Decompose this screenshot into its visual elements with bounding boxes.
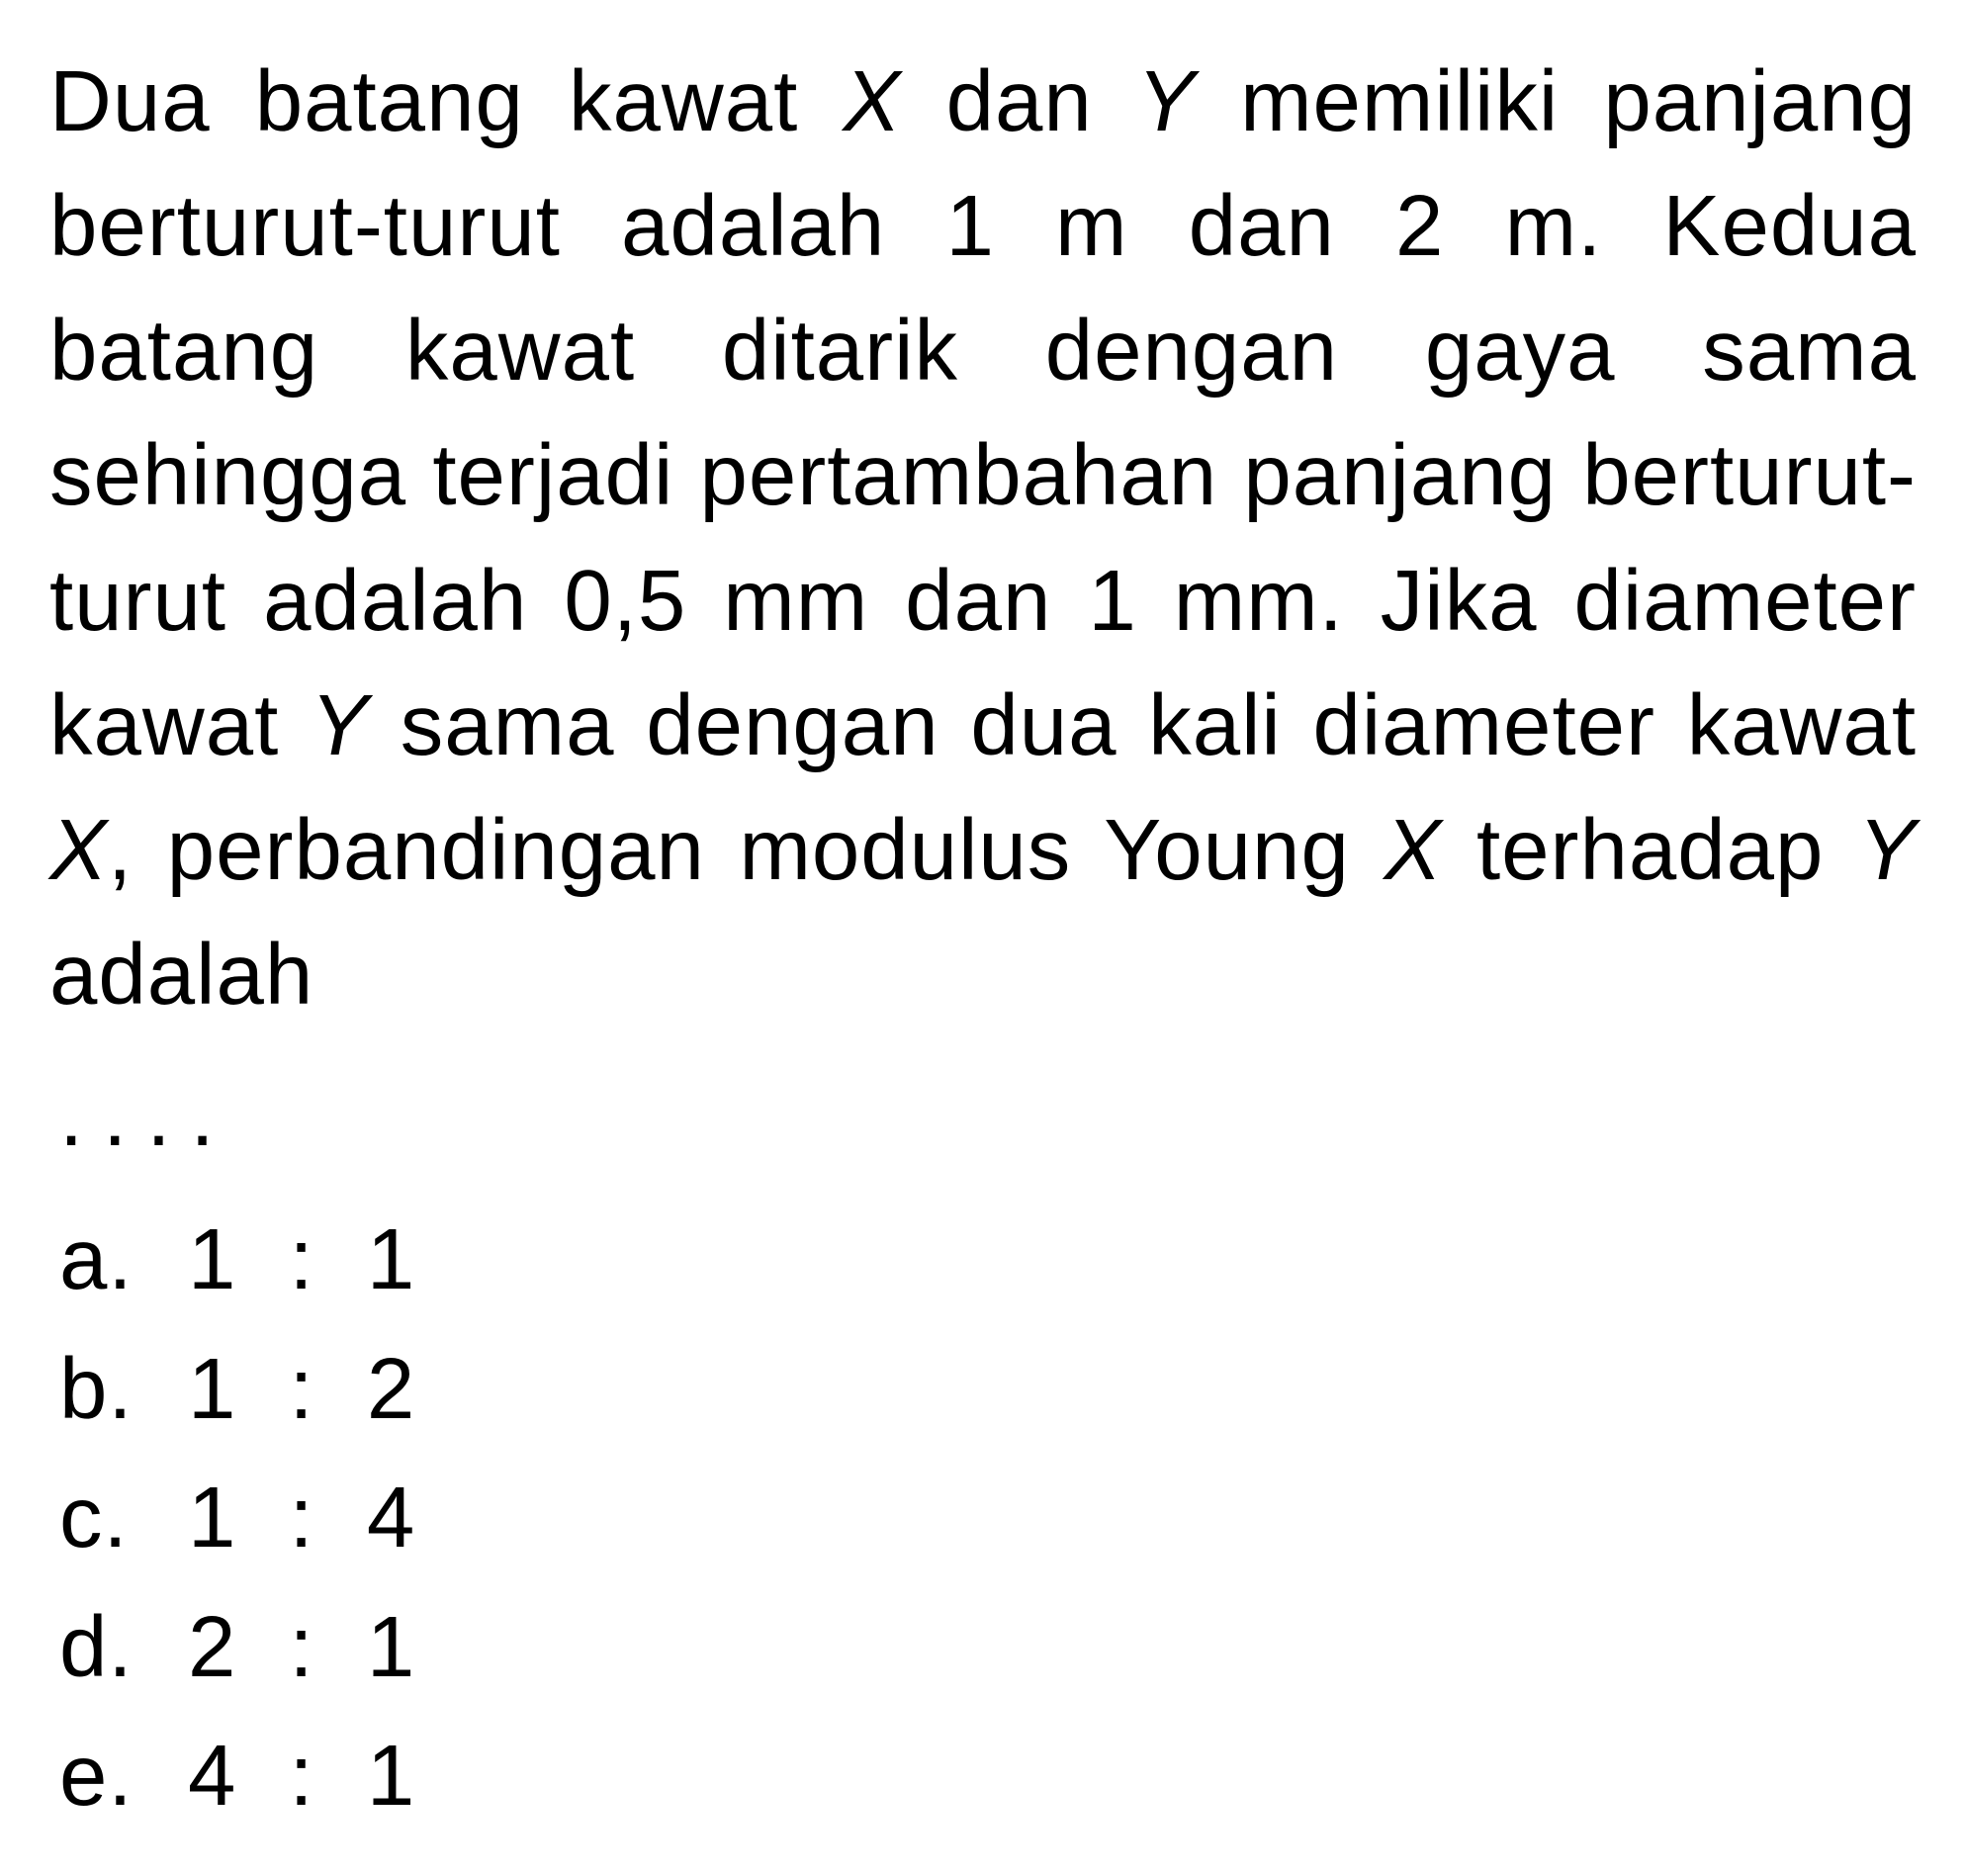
- variable-y2: Y: [311, 677, 369, 773]
- option-b: b. 1 : 2: [59, 1325, 1917, 1455]
- text-part-5: , perbandingan modulus Young: [108, 802, 1384, 898]
- option-d: d. 2 : 1: [59, 1583, 1917, 1713]
- text-part-7: adalah: [49, 927, 313, 1023]
- option-label: b.: [59, 1325, 188, 1455]
- variable-x2: X: [49, 802, 108, 898]
- option-value: 1 : 1: [188, 1196, 429, 1325]
- variable-y: Y: [1137, 53, 1196, 149]
- option-a: a. 1 : 1: [59, 1196, 1917, 1325]
- option-value: 2 : 1: [188, 1583, 429, 1713]
- ellipsis-dots: ....: [49, 1067, 1917, 1166]
- option-value: 4 : 1: [188, 1712, 429, 1841]
- option-e: e. 4 : 1: [59, 1712, 1917, 1841]
- variable-x: X: [843, 53, 901, 149]
- text-part-3: memiliki panjang berturut-turut adalah 1…: [49, 53, 1917, 773]
- option-label: a.: [59, 1196, 188, 1325]
- variable-x3: X: [1384, 802, 1442, 898]
- text-part-1: Dua batang kawat: [49, 53, 843, 149]
- option-label: c.: [59, 1454, 188, 1583]
- variable-y3: Y: [1858, 802, 1917, 898]
- text-part-4: sama dengan dua kali diameter kawat: [369, 677, 1917, 773]
- option-value: 1 : 2: [188, 1325, 429, 1455]
- text-part-6: terhadap: [1442, 802, 1858, 898]
- option-label: d.: [59, 1583, 188, 1713]
- options-list: a. 1 : 1 b. 1 : 2 c. 1 : 4 d. 2 : 1 e. 4…: [49, 1196, 1917, 1841]
- option-label: e.: [59, 1712, 188, 1841]
- option-c: c. 1 : 4: [59, 1454, 1917, 1583]
- option-value: 1 : 4: [188, 1454, 429, 1583]
- question-text: Dua batang kawat X dan Y memiliki panjan…: [49, 40, 1917, 1037]
- text-part-2: dan: [901, 53, 1136, 149]
